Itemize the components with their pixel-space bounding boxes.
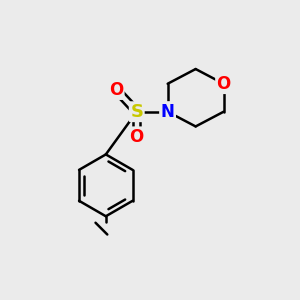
Text: O: O	[109, 81, 123, 99]
Text: S: S	[130, 103, 143, 121]
Text: O: O	[130, 128, 144, 146]
Text: O: O	[217, 75, 231, 93]
Text: N: N	[161, 103, 175, 121]
Text: N: N	[161, 103, 175, 121]
